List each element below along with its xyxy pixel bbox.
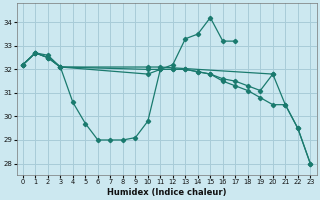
X-axis label: Humidex (Indice chaleur): Humidex (Indice chaleur) <box>107 188 226 197</box>
